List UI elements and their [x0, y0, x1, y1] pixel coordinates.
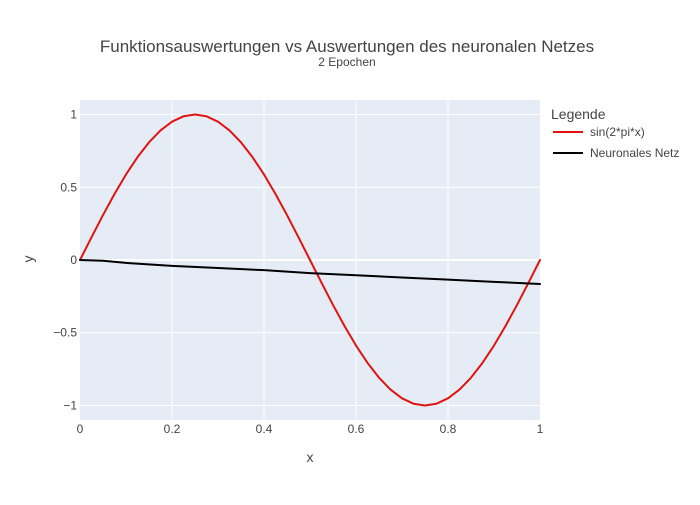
legend: sin(2*pi*x) Neuronales Netz — [553, 125, 679, 160]
chart-subtitle: 2 Epochen — [318, 55, 375, 69]
x-tick-label: 1 — [537, 422, 544, 436]
y-axis-label: y — [20, 256, 36, 263]
x-tick-label: 0.2 — [164, 422, 181, 436]
y-tick-label: 0 — [70, 253, 77, 267]
chart-title: Funktionsauswertungen vs Auswertungen de… — [100, 37, 594, 56]
legend-title: Legende — [551, 106, 606, 122]
x-tick-label: 0.6 — [348, 422, 365, 436]
y-tick-label: 0.5 — [60, 180, 77, 194]
x-tick-label: 0.4 — [256, 422, 273, 436]
legend-item[interactable]: sin(2*pi*x) — [553, 125, 645, 139]
y-tick-label: −1 — [63, 398, 77, 412]
series-line-1 — [79, 113, 541, 407]
plot-area — [79, 100, 541, 420]
series-line-2 — [79, 259, 541, 285]
y-tick-label: 1 — [70, 108, 77, 122]
x-axis-label: x — [307, 449, 314, 465]
legend-item[interactable]: Neuronales Netz — [553, 146, 679, 160]
legend-label: Neuronales Netz — [590, 146, 679, 160]
y-tick-label: −0.5 — [53, 326, 77, 340]
x-tick-label: 0.8 — [440, 422, 457, 436]
x-tick-label: 0 — [77, 422, 84, 436]
legend-label: sin(2*pi*x) — [590, 125, 645, 139]
